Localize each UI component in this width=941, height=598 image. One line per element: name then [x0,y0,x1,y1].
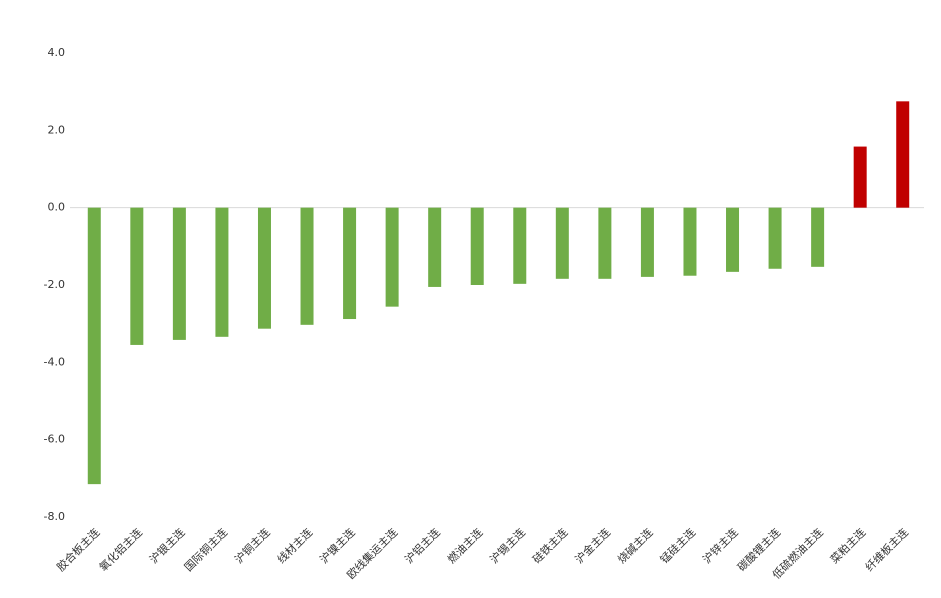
bar [257,207,271,329]
y-tick-label: -8.0 [44,510,65,523]
bar [470,207,484,285]
x-tick-label: 沪锡主连 [487,525,528,566]
bar [428,207,442,287]
x-tick-label: 纤维板主连 [862,525,911,574]
bar [683,207,697,276]
bar [768,207,782,269]
x-tick-label: 沪锌主连 [700,525,741,566]
bar [130,207,144,345]
bar [896,101,910,208]
x-tick-label: 烧碱主连 [615,526,655,566]
x-tick-label: 沪金主连 [572,525,613,566]
x-tick-label: 线材主连 [274,525,315,566]
y-tick-label: 2.0 [48,123,66,136]
bar [513,207,527,284]
y-tick-label: -2.0 [44,278,65,291]
y-tick-label: 4.0 [48,46,66,59]
x-tick-label: 沪铜主连 [232,525,273,566]
bar [300,207,314,325]
x-tick-label: 胶合板主连 [54,525,103,574]
bar [598,207,612,279]
bar [640,207,654,277]
bar [811,207,825,267]
x-tick-label: 硅铁主连 [530,526,570,566]
y-tick-label: -4.0 [44,355,65,368]
y-tick-label: 0.0 [48,201,66,214]
x-tick-label: 沪铝主连 [402,525,443,566]
x-tick-label: 国际铜主连 [181,525,230,574]
x-tick-label: 沪银主连 [146,525,187,566]
bar [853,146,867,208]
bar [726,207,740,272]
bar [343,207,357,320]
x-tick-label: 燃油主连 [444,525,485,566]
y-tick-label: -6.0 [44,433,65,446]
x-tick-label: 沪镍主连 [317,525,358,566]
bar [555,207,569,279]
bar [385,207,399,307]
bar [215,207,229,337]
bar [172,207,186,340]
x-tick-label: 锰硅主连 [657,525,698,566]
x-tick-label: 氧化铝主连 [96,525,145,574]
x-tick-label: 菜粕主连 [827,525,868,566]
bar [87,207,101,485]
